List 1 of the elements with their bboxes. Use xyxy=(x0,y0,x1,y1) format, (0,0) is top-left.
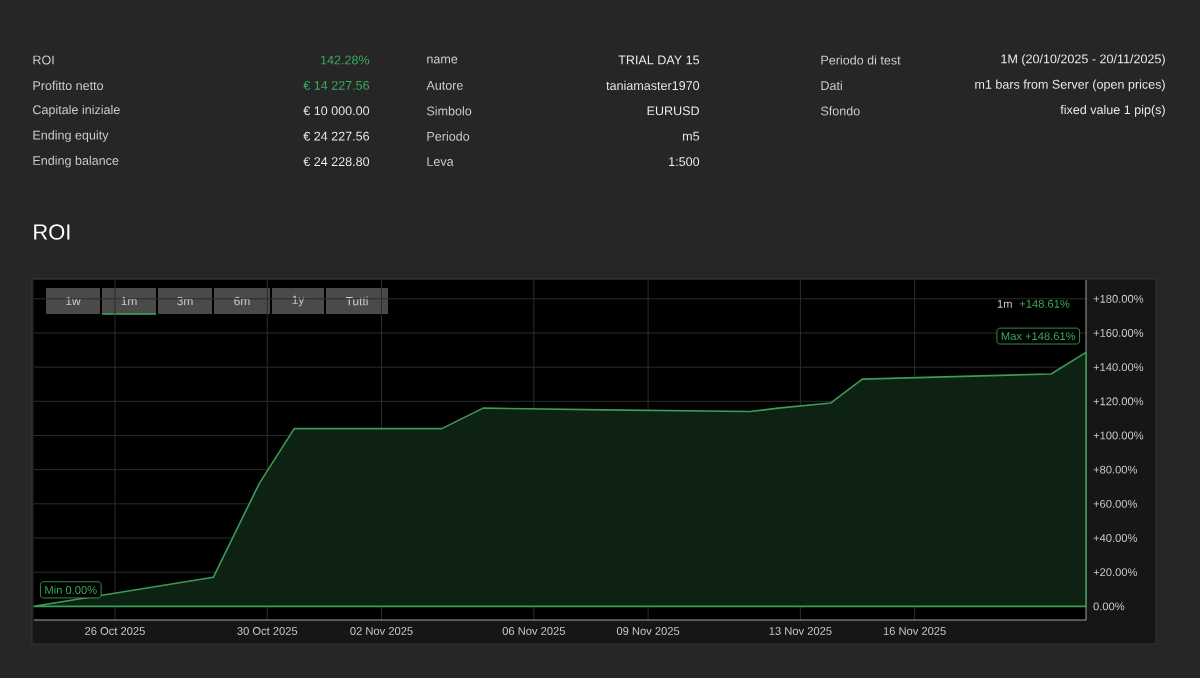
chart-title: ROI xyxy=(34,224,70,240)
